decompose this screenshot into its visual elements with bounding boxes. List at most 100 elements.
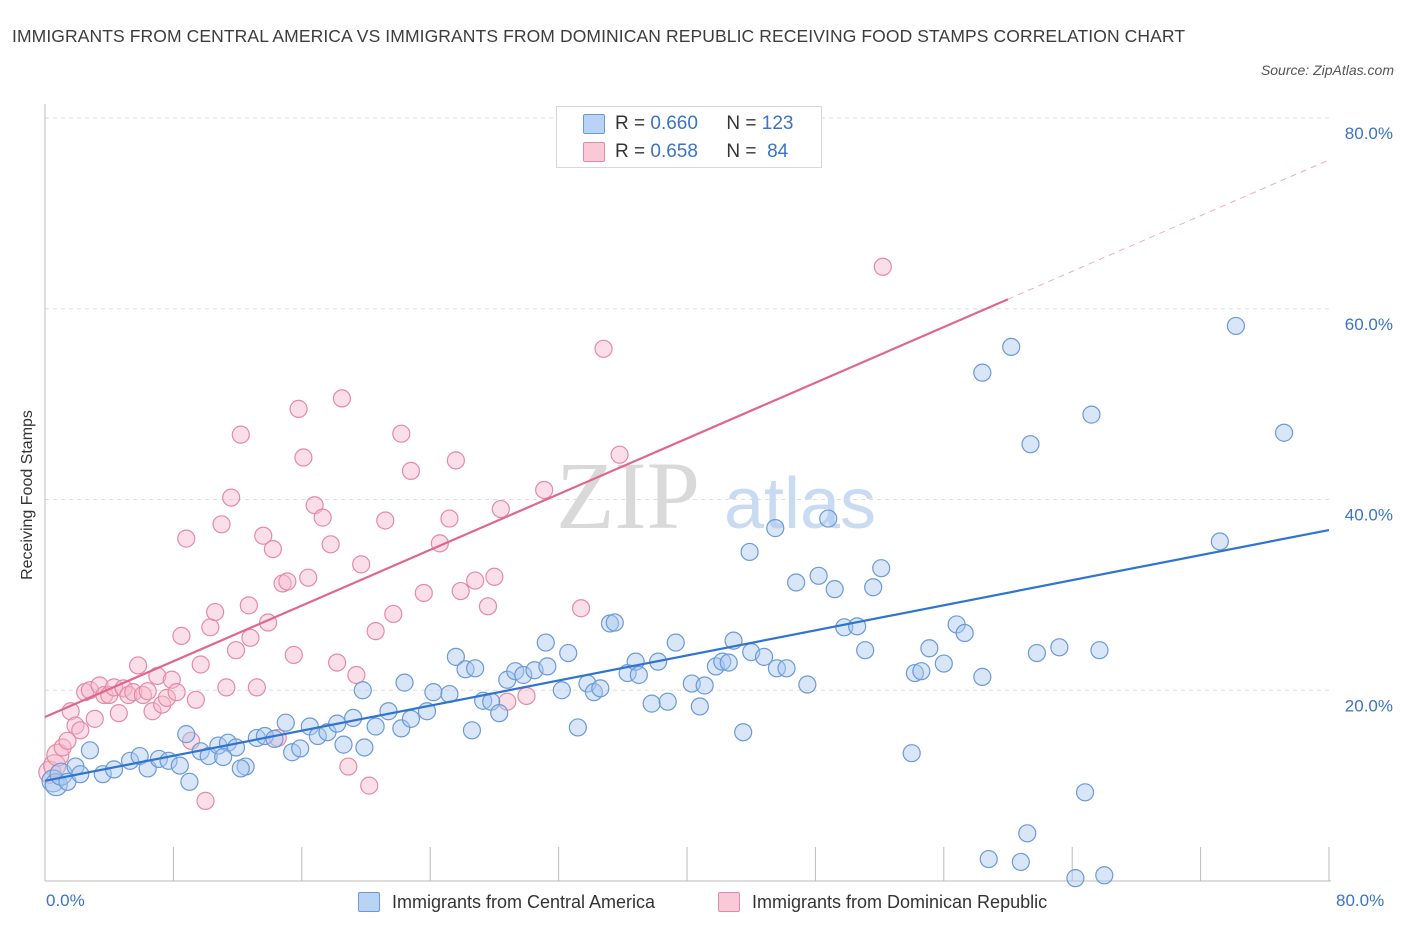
bottom-legend-dominican-republic: Immigrants from Dominican Republic xyxy=(718,889,1047,915)
y-tick-label: 60.0% xyxy=(1345,315,1393,334)
data-point-central-america xyxy=(170,756,189,775)
data-point-central-america xyxy=(973,667,992,686)
data-point-central-america xyxy=(955,623,974,643)
data-point-dominican-republic xyxy=(491,499,510,519)
data-point-central-america xyxy=(1210,532,1229,551)
watermark-atlas: atlas xyxy=(724,464,876,544)
x-axis-min-label: 0.0% xyxy=(46,891,85,910)
data-point-dominican-republic xyxy=(58,731,77,750)
watermark-zip: ZIP xyxy=(556,442,700,549)
data-point-central-america xyxy=(872,559,891,578)
data-point-central-america xyxy=(825,580,844,599)
data-point-central-america xyxy=(1082,405,1101,424)
data-point-dominican-republic xyxy=(143,702,162,721)
legend-n-label: N = xyxy=(726,113,757,134)
data-point-central-america xyxy=(1066,869,1085,888)
data-point-central-america xyxy=(538,657,557,676)
trend-line-extension-1 xyxy=(1007,159,1330,300)
data-point-central-america xyxy=(809,566,828,585)
data-point-central-america xyxy=(180,772,199,791)
data-point-dominican-republic xyxy=(352,555,371,574)
legend-n-label: N = xyxy=(726,141,757,162)
data-point-dominican-republic xyxy=(226,641,246,660)
data-point-dominican-republic xyxy=(196,791,215,810)
legend-r-value: 0.660 xyxy=(650,113,698,134)
data-point-central-america xyxy=(446,647,465,666)
data-point-central-america xyxy=(514,665,533,685)
data-point-central-america xyxy=(1011,852,1030,872)
legend-row-central-america: R = 0.660 N = 123 xyxy=(583,112,793,136)
data-point-dominican-republic xyxy=(478,597,498,616)
bottom-legend-swatch-blue xyxy=(358,892,380,912)
data-point-central-america xyxy=(366,717,385,736)
data-point-central-america xyxy=(353,681,372,700)
axes-layer xyxy=(44,104,1331,882)
data-point-dominican-republic xyxy=(535,480,554,500)
data-point-dominican-republic xyxy=(571,599,591,618)
data-point-central-america xyxy=(568,718,587,737)
data-point-dominican-republic xyxy=(392,424,411,443)
data-point-central-america xyxy=(912,662,931,681)
data-point-central-america xyxy=(695,676,714,695)
data-point-central-america xyxy=(777,659,796,678)
data-point-central-america xyxy=(456,660,475,679)
bottom-legend-swatch-pink xyxy=(718,892,740,912)
data-point-central-america xyxy=(740,542,759,562)
data-point-central-america xyxy=(666,633,685,652)
data-point-central-america xyxy=(591,679,610,698)
data-point-dominican-republic xyxy=(128,656,148,675)
data-point-central-america xyxy=(629,665,648,685)
data-point-central-america xyxy=(1090,641,1109,660)
data-point-dominican-republic xyxy=(485,567,504,586)
y-tick-label: 20.0% xyxy=(1345,696,1393,715)
data-point-dominican-republic xyxy=(299,568,318,587)
legend-box: R = 0.660 N = 123 R = 0.658 N = 84 xyxy=(556,106,822,168)
data-point-central-america xyxy=(787,573,806,592)
data-point-dominican-republic xyxy=(172,626,191,645)
source-note: Source: ZipAtlas.com xyxy=(1260,62,1394,78)
data-point-central-america xyxy=(536,633,555,652)
data-point-central-america xyxy=(80,741,100,760)
data-point-central-america xyxy=(1095,866,1114,885)
data-point-dominican-republic xyxy=(366,622,385,641)
data-point-central-america xyxy=(379,702,398,721)
data-point-central-america xyxy=(395,673,414,692)
data-point-dominican-republic xyxy=(191,655,210,674)
data-point-central-america xyxy=(265,729,284,748)
data-point-dominican-republic xyxy=(109,704,128,723)
data-point-dominican-republic xyxy=(254,526,273,545)
data-point-dominican-republic xyxy=(451,581,470,601)
data-point-central-america xyxy=(754,647,774,666)
data-point-dominican-republic xyxy=(321,535,340,554)
data-point-central-america xyxy=(552,681,571,700)
data-point-central-america xyxy=(1226,316,1246,336)
data-point-central-america xyxy=(690,697,709,716)
trend-line-1 xyxy=(44,298,1009,718)
data-point-dominican-republic xyxy=(157,688,177,707)
data-point-dominican-republic xyxy=(263,539,283,559)
data-point-central-america xyxy=(819,509,838,528)
data-point-central-america xyxy=(490,704,509,723)
data-point-dominican-republic xyxy=(384,604,403,624)
data-point-dominican-republic xyxy=(138,682,157,701)
data-point-dominican-republic xyxy=(284,645,303,665)
bottom-legend-central-america: Immigrants from Central America xyxy=(358,889,655,915)
data-point-dominican-republic xyxy=(328,653,347,672)
points-layer xyxy=(38,257,1294,888)
data-point-dominican-republic xyxy=(517,686,536,706)
data-point-central-america xyxy=(401,709,421,728)
x-axis-max-label: 80.0% xyxy=(1336,891,1385,910)
legend-swatch-pink xyxy=(583,142,605,162)
data-point-dominican-republic xyxy=(440,509,459,528)
legend-row-dominican-republic: R = 0.658 N = 84 xyxy=(583,140,788,164)
data-point-central-america xyxy=(658,692,677,711)
data-point-dominican-republic xyxy=(466,571,485,590)
y-tick-labels: 20.0% 40.0% 60.0% 80.0% xyxy=(1345,124,1393,715)
data-point-central-america xyxy=(856,641,875,660)
data-point-central-america xyxy=(934,654,953,673)
data-point-central-america xyxy=(392,719,411,738)
data-point-central-america xyxy=(767,659,786,678)
y-tick-label: 80.0% xyxy=(1345,124,1393,143)
data-point-dominican-republic xyxy=(231,425,250,444)
